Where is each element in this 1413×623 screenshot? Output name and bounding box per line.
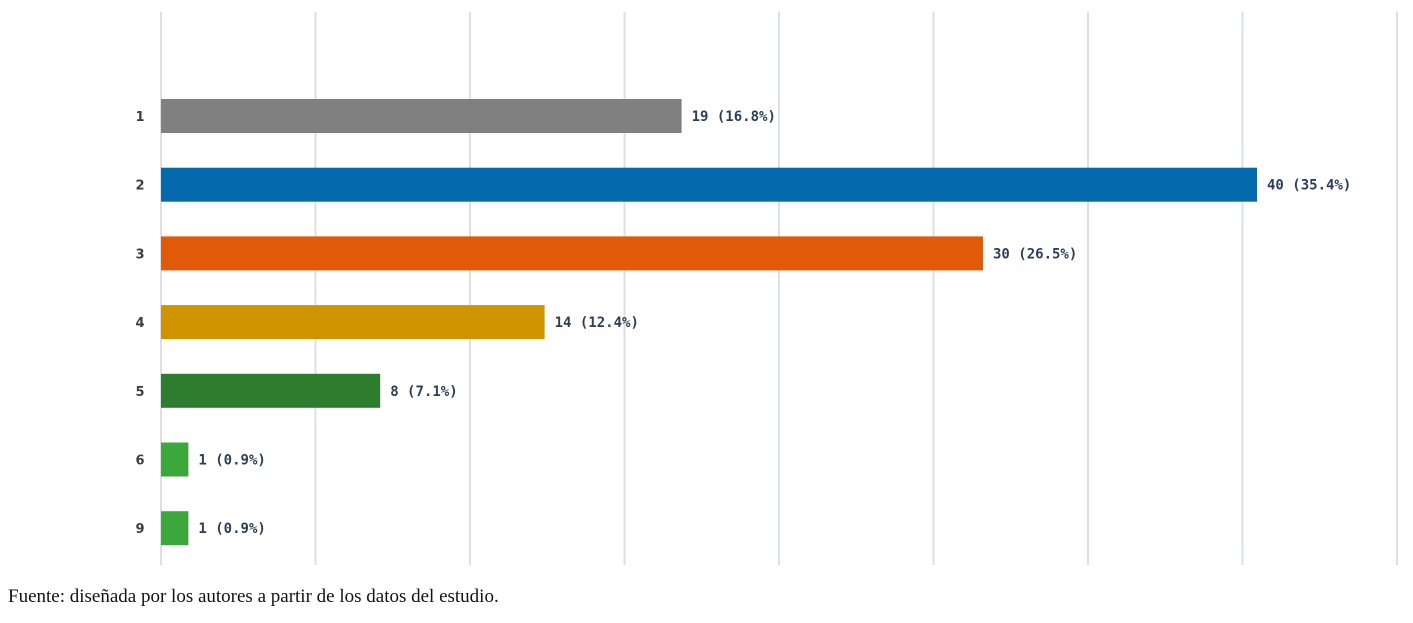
chart-svg: 1 2 3 4 5 6 9 19 (16.8%) 40 (35.4%) 30 (26.5%) 14… [135, 12, 1398, 565]
bar-3 [161, 236, 983, 271]
bar-4 [161, 305, 545, 340]
bar-value-label: 14 (12.4%) [555, 315, 639, 331]
category-label: 9 [135, 522, 144, 537]
bar-value-label: 1 (0.9%) [198, 521, 265, 537]
category-label: 2 [135, 179, 144, 194]
category-label: 4 [135, 316, 144, 331]
bar-value-label: 40 (35.4%) [1267, 178, 1351, 194]
bar-value-label: 1 (0.9%) [198, 453, 265, 469]
category-labels: 1 2 3 4 5 6 9 [135, 110, 144, 537]
value-labels: 19 (16.8%) 40 (35.4%) 30 (26.5%) 14 (12.4%)… [198, 109, 1351, 537]
bar-chart: 1 2 3 4 5 6 9 19 (16.8%) 40 (35.4%) 30 (26.5%) 14… [135, 12, 1398, 565]
bar-6 [161, 442, 189, 477]
bars [161, 99, 1257, 546]
gridlines [160, 12, 1398, 565]
bar-9 [161, 511, 189, 546]
bar-value-label: 19 (16.8%) [692, 109, 776, 125]
source-note: Fuente: diseñada por los autores a parti… [8, 586, 499, 607]
bar-1 [161, 99, 682, 133]
category-label: 6 [135, 454, 144, 469]
bar-5 [161, 373, 381, 408]
category-label: 3 [135, 247, 144, 262]
category-label: 1 [135, 110, 144, 125]
bar-2 [161, 167, 1257, 202]
bar-value-label: 8 (7.1%) [390, 384, 457, 400]
bar-value-label: 30 (26.5%) [993, 246, 1077, 262]
category-label: 5 [135, 385, 144, 400]
